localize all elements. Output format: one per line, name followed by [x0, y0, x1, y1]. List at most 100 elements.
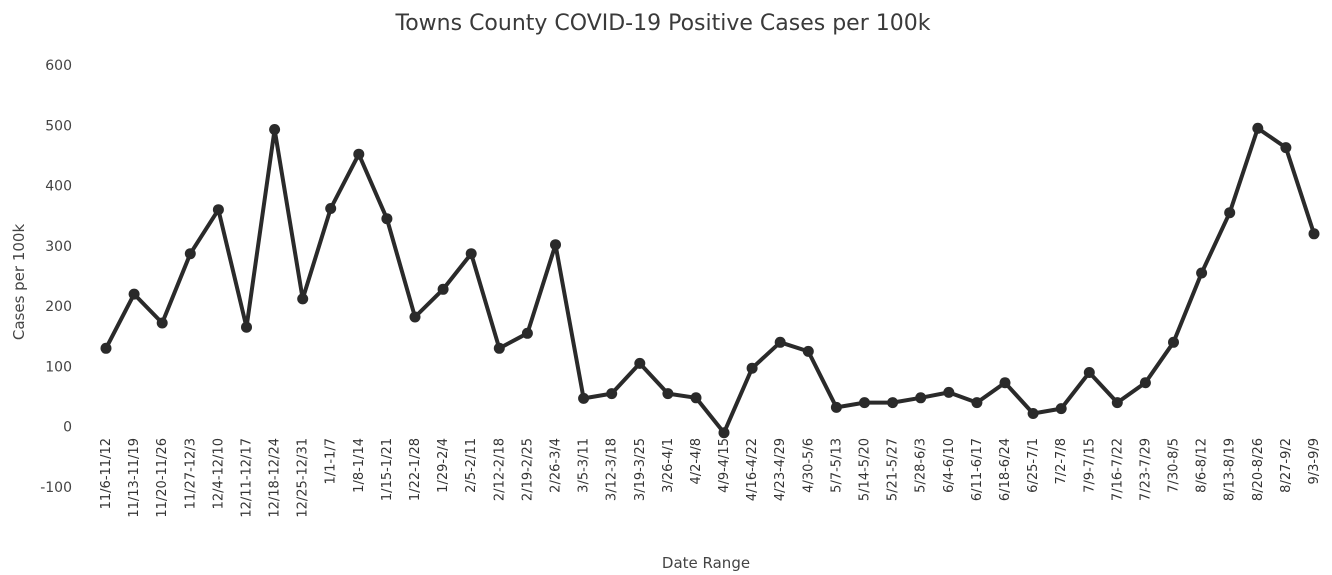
- data-point: [184, 248, 196, 260]
- data-point: [943, 386, 955, 398]
- x-tick-label: 1/22-1/28: [408, 438, 423, 501]
- data-point: [381, 213, 393, 225]
- data-point: [128, 288, 140, 300]
- x-tick-label: 7/2-7/8: [1054, 438, 1069, 485]
- x-tick-label: 1/8-1/14: [352, 438, 367, 493]
- y-tick-label: -100: [40, 480, 72, 496]
- x-tick-label: 5/7-5/13: [829, 438, 844, 493]
- x-tick-label: 8/20-8/26: [1251, 438, 1266, 501]
- x-tick-label: 5/28-6/3: [914, 438, 929, 493]
- data-point: [1280, 142, 1292, 154]
- data-point: [1252, 122, 1264, 134]
- x-tick-label: 11/13-11/19: [127, 438, 142, 518]
- data-point: [1224, 207, 1236, 219]
- x-tick-label: 7/23-7/29: [1138, 438, 1153, 501]
- y-tick-label: 0: [63, 420, 72, 436]
- y-axis-ticks: -100 0 100 200 300 400 500 600: [40, 58, 72, 496]
- data-point: [1308, 228, 1320, 240]
- y-axis-title: Cases per 100k: [10, 224, 28, 341]
- data-point: [1083, 367, 1095, 378]
- data-point: [241, 321, 252, 333]
- x-tick-label: 1/1-1/7: [324, 438, 339, 485]
- data-point: [802, 345, 814, 357]
- x-tick-label: 12/4-12/10: [211, 438, 226, 509]
- data-point: [718, 427, 730, 439]
- data-point: [662, 388, 674, 400]
- data-point: [550, 239, 561, 251]
- x-tick-label: 4/16-4/22: [745, 438, 760, 501]
- x-tick-label: 2/5-2/11: [464, 438, 479, 493]
- chart-title: Towns County COVID-19 Positive Cases per…: [395, 11, 931, 36]
- data-point: [212, 204, 224, 216]
- x-tick-label: 11/6-11/12: [99, 438, 114, 509]
- series-line: [104, 126, 1316, 435]
- data-point: [578, 392, 590, 404]
- data-point: [269, 124, 281, 135]
- y-tick-label: 300: [45, 239, 72, 255]
- x-tick-label: 3/12-3/18: [605, 438, 620, 501]
- data-point: [493, 342, 505, 354]
- x-tick-label: 4/23-4/29: [773, 438, 788, 501]
- y-tick-label: 200: [45, 299, 72, 315]
- x-axis-title: Date Range: [662, 554, 750, 572]
- data-point: [409, 311, 421, 323]
- data-point: [634, 357, 646, 369]
- x-tick-label: 6/4-6/10: [942, 438, 957, 493]
- x-tick-label: 11/20-11/26: [155, 438, 170, 518]
- data-point: [999, 377, 1011, 389]
- data-point: [1055, 403, 1067, 415]
- data-point: [915, 392, 927, 404]
- x-tick-label: 7/9-7/15: [1082, 438, 1097, 493]
- x-tick-label: 1/29-2/4: [436, 438, 451, 493]
- data-point: [971, 397, 983, 409]
- x-tick-label: 5/21-5/27: [886, 438, 901, 501]
- x-tick-label: 12/11-12/17: [239, 438, 254, 518]
- data-point: [325, 203, 337, 214]
- series-layer: [100, 122, 1320, 439]
- data-point: [437, 283, 449, 295]
- y-tick-label: 100: [45, 359, 72, 375]
- x-tick-label: 6/11-6/17: [970, 438, 985, 501]
- x-tick-label: 3/19-3/25: [633, 438, 648, 501]
- data-point: [774, 336, 786, 348]
- data-point: [606, 388, 618, 400]
- y-tick-label: 500: [45, 118, 72, 134]
- data-point: [746, 362, 758, 374]
- data-point: [1196, 267, 1208, 279]
- x-tick-label: 6/18-6/24: [998, 438, 1013, 501]
- x-tick-label: 8/27-9/2: [1279, 438, 1294, 493]
- y-tick-label: 400: [45, 179, 72, 195]
- x-tick-label: 4/2-4/8: [689, 438, 704, 485]
- x-tick-label: 2/26-3/4: [548, 438, 563, 493]
- x-tick-label: 4/9-4/15: [717, 438, 732, 493]
- data-point: [1111, 397, 1123, 409]
- x-tick-label: 9/3-9/9: [1307, 438, 1322, 485]
- data-point: [859, 397, 870, 409]
- x-tick-label: 3/5-3/11: [577, 438, 592, 493]
- data-point: [1139, 377, 1151, 389]
- y-tick-label: 600: [45, 58, 72, 74]
- data-point: [465, 248, 477, 260]
- data-point: [1168, 336, 1179, 348]
- x-tick-label: 8/13-8/19: [1223, 438, 1238, 501]
- data-point: [521, 327, 533, 339]
- data-point: [297, 293, 309, 305]
- x-tick-label: 7/16-7/22: [1110, 438, 1125, 501]
- x-tick-label: 3/26-4/1: [661, 438, 676, 493]
- x-axis-ticks: 11/6-11/12 11/13-11/19 11/20-11/26 11/27-12…: [99, 438, 1322, 518]
- data-point: [353, 148, 365, 160]
- x-tick-label: 11/27-12/3: [183, 438, 198, 509]
- data-point: [690, 392, 702, 404]
- x-tick-label: 4/30-5/6: [801, 438, 816, 493]
- data-point: [156, 317, 168, 329]
- x-tick-label: 6/25-7/1: [1026, 438, 1041, 493]
- data-point: [887, 397, 899, 409]
- data-point: [830, 401, 842, 413]
- data-point: [100, 342, 112, 354]
- x-tick-label: 12/25-12/31: [296, 438, 311, 518]
- x-tick-label: 12/18-12/24: [268, 438, 283, 518]
- x-tick-label: 2/12-2/18: [492, 438, 507, 501]
- x-tick-label: 7/30-8/5: [1167, 438, 1182, 493]
